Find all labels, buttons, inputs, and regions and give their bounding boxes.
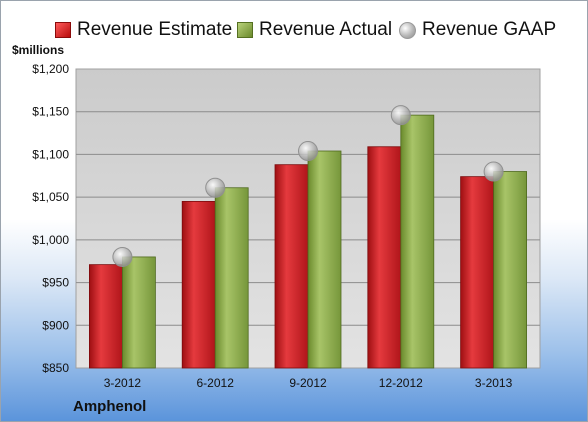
gaap-marker [390, 105, 411, 126]
legend-item-revenue-actual: Revenue Actual [237, 16, 392, 44]
legend-marker-gaap [399, 21, 416, 39]
bar-revenue-estimate [181, 201, 216, 369]
y-axis-units-label: $millions [12, 43, 65, 57]
bar-revenue-estimate [367, 146, 402, 369]
x-tick-label: 9-2012 [289, 376, 327, 390]
x-axis-ticks: 3-2012 6-2012 9-2012 12-2012 3-2013 [104, 376, 513, 390]
y-tick-label: $900 [42, 318, 69, 332]
x-tick-label: 3-2013 [475, 376, 513, 390]
y-tick-label: $1,150 [32, 105, 69, 119]
bars [89, 114, 528, 369]
gaap-marker [298, 141, 318, 162]
legend: Revenue Estimate Revenue Actual Revenue … [1, 16, 587, 44]
legend-label-estimate: Revenue Estimate [77, 19, 233, 40]
legend-label-actual: Revenue Actual [259, 19, 393, 40]
gaap-markers [112, 105, 504, 267]
legend-item-revenue-estimate: Revenue Estimate [55, 16, 232, 44]
bar-revenue-actual [400, 114, 435, 369]
bar-revenue-estimate [274, 164, 309, 369]
x-tick-label: 3-2012 [104, 376, 142, 390]
bar-revenue-actual [214, 187, 249, 369]
y-tick-label: $950 [42, 276, 69, 290]
legend-item-revenue-gaap: Revenue GAAP [399, 16, 556, 44]
y-tick-label: $1,000 [32, 233, 69, 247]
bar-revenue-actual [493, 171, 528, 369]
bar-revenue-actual [122, 256, 156, 369]
x-tick-label: 6-2012 [197, 376, 235, 390]
gaap-marker [483, 161, 504, 182]
y-axis-ticks: $850 $900 $950 $1,000 $1,050 $1,100 $1,150 $1,2… [32, 62, 69, 375]
company-name: Amphenol [73, 398, 147, 415]
y-tick-label: $1,100 [32, 147, 69, 161]
gaap-marker [205, 177, 226, 198]
bar-revenue-actual [307, 150, 342, 369]
bar-revenue-estimate [460, 176, 495, 369]
x-tick-label: 12-2012 [379, 376, 423, 390]
legend-marker-actual [237, 22, 253, 38]
bar-revenue-estimate [89, 264, 123, 369]
y-tick-label: $1,050 [32, 190, 69, 204]
legend-label-gaap: Revenue GAAP [422, 19, 557, 40]
y-tick-label: $850 [42, 361, 69, 375]
gaap-marker [112, 246, 133, 267]
y-tick-label: $1,200 [32, 62, 69, 76]
legend-marker-estimate [55, 22, 71, 38]
